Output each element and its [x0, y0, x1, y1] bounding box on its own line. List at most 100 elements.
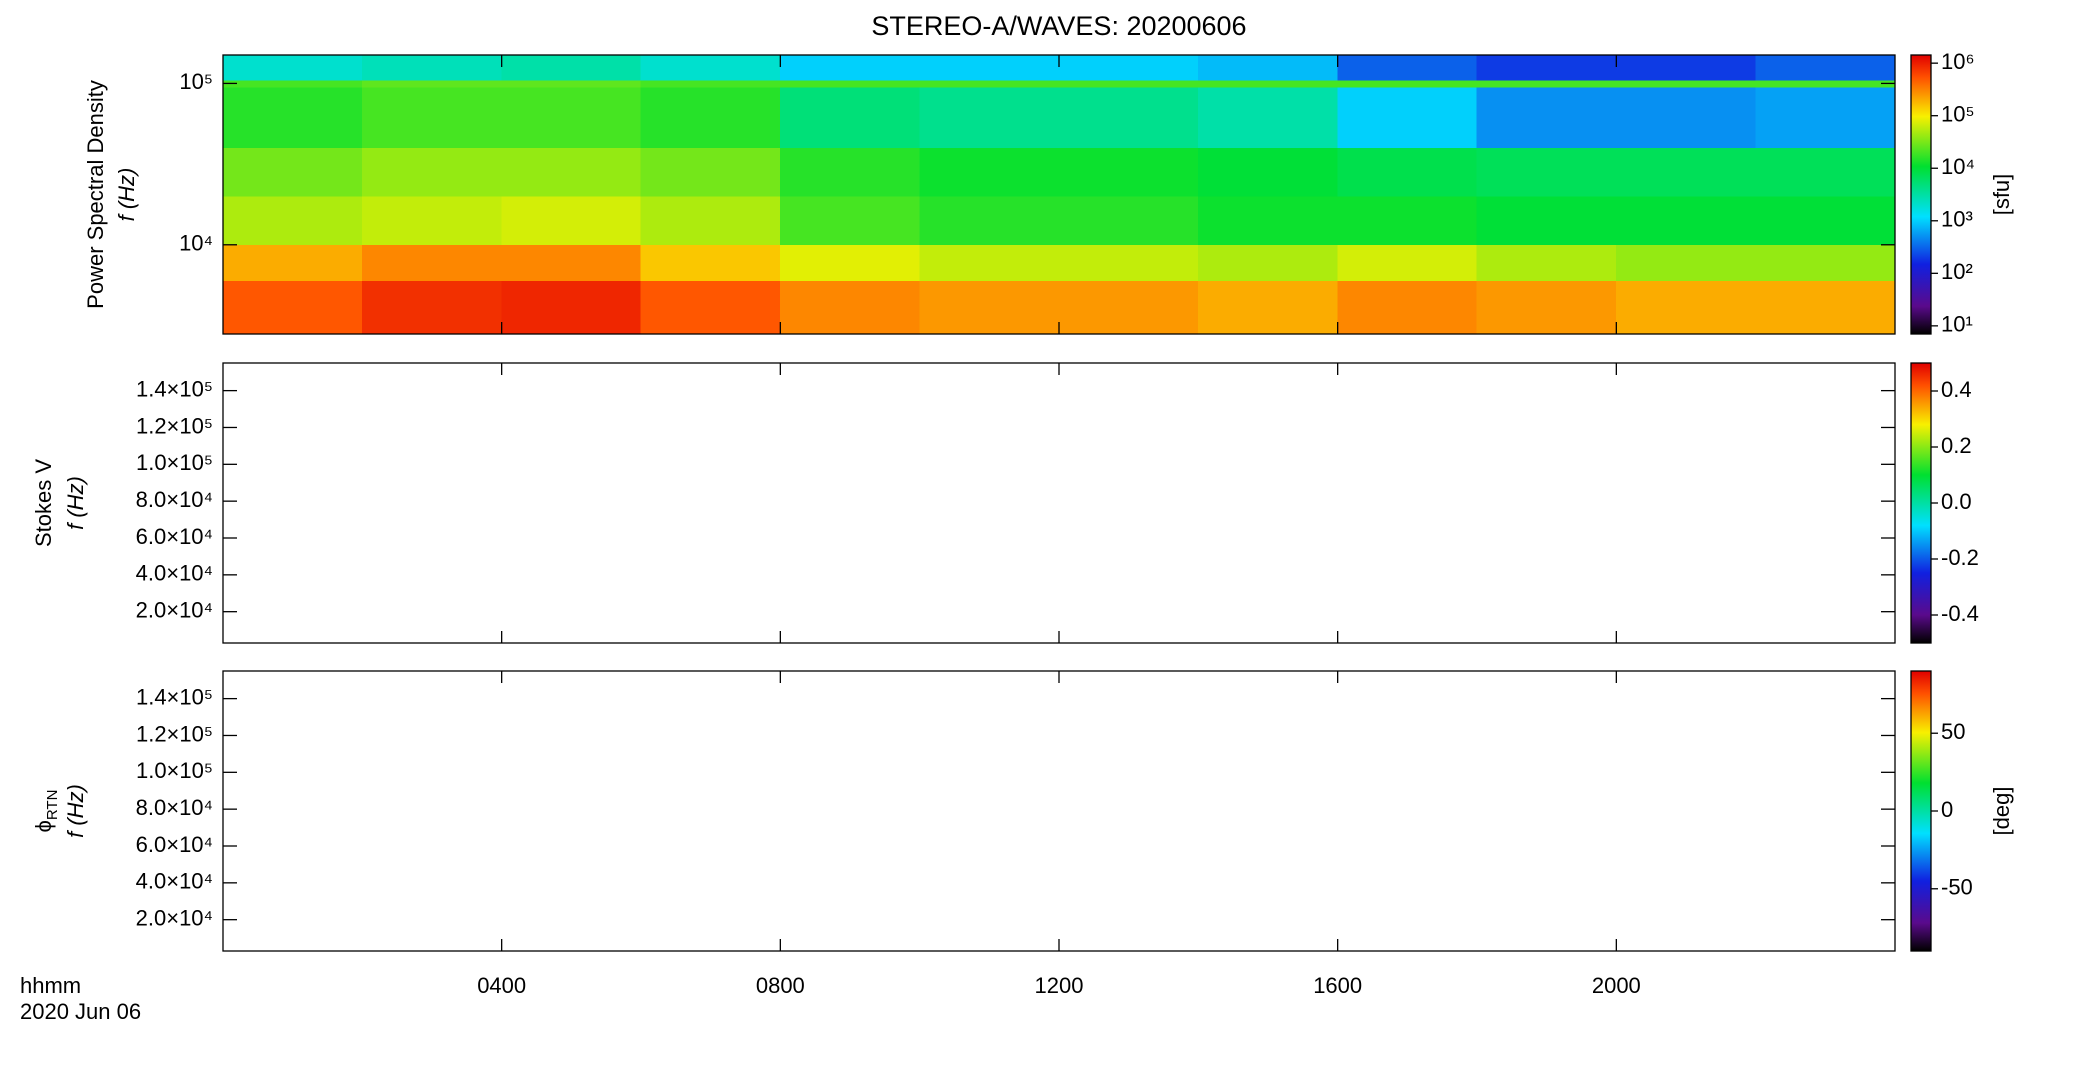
colorbar: [1911, 363, 1931, 643]
colorbar-tick-label: 50: [1941, 719, 1965, 744]
heatmap-cell: [640, 147, 781, 197]
heatmap-cell: [919, 195, 1060, 246]
heatmap-cell: [780, 54, 920, 81]
heatmap-cell: [222, 280, 363, 335]
heatmap-cell: [1616, 147, 1756, 197]
y-tick-label: 1.4×10⁵: [136, 376, 213, 401]
heatmap-cell: [1616, 195, 1756, 246]
y-axis-label-symbol: ϕ: [31, 820, 56, 832]
heatmap-cell: [501, 147, 642, 197]
colorbar-tick-label: -50: [1941, 875, 1973, 900]
x-tick-label: 1200: [1035, 973, 1084, 998]
heatmap-cell: [362, 54, 502, 81]
y-tick-label: 2.0×10⁴: [136, 597, 213, 622]
heatmap-cell: [362, 280, 502, 335]
heatmap-cell: [1198, 280, 1338, 335]
heatmap-cell: [1616, 54, 1756, 81]
heatmap-cell: [222, 86, 363, 148]
x-tick-label: 1600: [1313, 973, 1362, 998]
date-label: 2020 Jun 06: [20, 999, 141, 1024]
heatmap-cell: [1198, 54, 1338, 81]
colorbar-label: [deg]: [1989, 787, 2014, 836]
heatmap-cell: [1198, 244, 1338, 281]
heatmap-cell: [640, 280, 781, 335]
heatmap-cell: [222, 79, 363, 88]
heatmap-cell: [1058, 147, 1199, 197]
y-tick-label: 8.0×10⁴: [136, 795, 213, 820]
heatmap-cell: [1755, 195, 1896, 246]
heatmap-cell: [1337, 195, 1478, 246]
heatmap-cell: [1616, 244, 1756, 281]
colorbar-tick-label: 10⁴: [1941, 154, 1975, 179]
heatmap-cell: [1198, 195, 1338, 246]
y-axis-label: Stokes V: [31, 459, 56, 547]
colorbar-tick-label: 10³: [1941, 207, 1973, 232]
heatmap-cell: [1755, 86, 1896, 148]
heatmap-cell: [1198, 147, 1338, 197]
heatmap-cell: [640, 244, 781, 281]
heatmap-cell: [1476, 195, 1617, 246]
x-tick-label: 2000: [1592, 973, 1641, 998]
y-axis-label: f (Hz): [114, 168, 139, 222]
y-tick-label: 8.0×10⁴: [136, 487, 213, 512]
y-tick-label: 1.0×10⁵: [136, 758, 213, 783]
colorbar-label: [sfu]: [1989, 174, 2014, 216]
y-tick-label: 4.0×10⁴: [136, 869, 213, 894]
heatmap-cell: [1755, 147, 1896, 197]
y-axis-label: Power Spectral Density: [83, 80, 108, 309]
x-tick-label: 0800: [756, 973, 805, 998]
y-axis-label: f (Hz): [63, 476, 88, 530]
heatmap-cell: [501, 280, 642, 335]
colorbar-tick-label: 0: [1941, 797, 1953, 822]
heatmap-cell: [1616, 280, 1756, 335]
heatmap-cell: [780, 195, 920, 246]
y-axis-label-subscript: RTN: [44, 790, 61, 821]
heatmap-cell: [222, 195, 363, 246]
y-axis-label: ϕRTN: [31, 790, 62, 833]
heatmap-cell: [501, 54, 642, 81]
heatmap-cell: [640, 195, 781, 246]
colorbar-tick-label: 10²: [1941, 259, 1973, 284]
heatmap-cell: [362, 86, 502, 148]
heatmap-cell: [919, 244, 1060, 281]
heatmap-cell: [1476, 86, 1617, 148]
heatmap-cell: [1058, 79, 1199, 88]
heatmap-cell: [1198, 86, 1338, 148]
heatmap-cell: [362, 147, 502, 197]
heatmap-cell: [640, 54, 781, 81]
colorbar-tick-label: 0.4: [1941, 377, 1972, 402]
y-axis-label: f (Hz): [63, 784, 88, 838]
x-tick-label: 0400: [477, 973, 526, 998]
heatmap-cell: [919, 79, 1060, 88]
heatmap-cell: [1058, 54, 1199, 81]
heatmap-cell: [919, 54, 1060, 81]
y-tick-label: 1.2×10⁵: [136, 413, 213, 438]
heatmap-cell: [501, 195, 642, 246]
colorbar-tick-label: 10⁵: [1941, 102, 1975, 127]
heatmap-cell: [780, 244, 920, 281]
heatmap-cell: [362, 195, 502, 246]
heatmap-cell: [1058, 244, 1199, 281]
heatmap-cell: [362, 244, 502, 281]
x-axis-label: hhmm: [20, 973, 81, 998]
heatmap-cell: [1337, 280, 1478, 335]
heatmap-cell: [1337, 79, 1478, 88]
colorbar-tick-label: -0.4: [1941, 601, 1979, 626]
heatmap-cell: [1476, 79, 1617, 88]
heatmap-cell: [1755, 280, 1896, 335]
heatmap-cell: [222, 147, 363, 197]
colorbar-tick-label: 0.0: [1941, 489, 1972, 514]
heatmap-cell: [1616, 79, 1756, 88]
heatmap-cell: [1337, 244, 1478, 281]
heatmap-cell: [919, 147, 1060, 197]
heatmap-cell: [780, 147, 920, 197]
y-tick-label: 1.4×10⁵: [136, 684, 213, 709]
heatmap-cell: [640, 86, 781, 148]
heatmap-cell: [1616, 86, 1756, 148]
heatmap-cell: [501, 79, 642, 88]
heatmap-cell: [1337, 147, 1478, 197]
heatmap-cell: [1755, 79, 1896, 88]
heatmap-cell: [501, 86, 642, 148]
